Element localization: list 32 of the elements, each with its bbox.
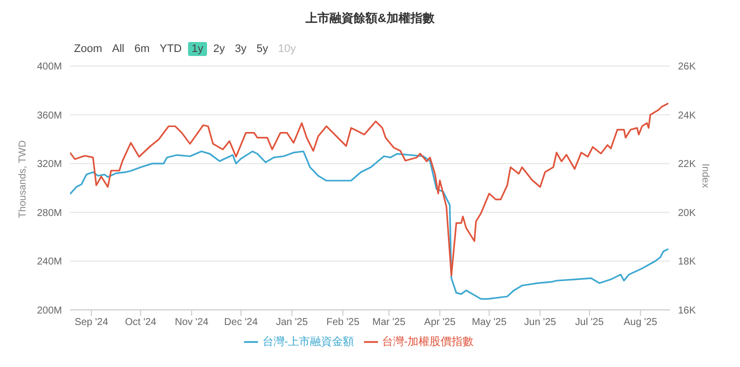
y2-axis-title: Index — [699, 163, 710, 188]
x-tick-label: Jun '25 — [524, 317, 557, 328]
y2-tick-label: 24K — [678, 110, 696, 122]
x-tick-label: Mar '25 — [372, 317, 406, 328]
y-tick-label: 320M — [36, 159, 62, 170]
line-series — [70, 150, 670, 300]
chart-title: 上市融資餘額&加權指數 — [304, 10, 436, 27]
x-tick-label: May '25 — [472, 317, 507, 328]
y-axis-title: Thousands, TWD — [18, 140, 29, 218]
legend-label: 台灣-加權股價指數 — [382, 336, 474, 348]
y-tick-label: 200M — [36, 305, 62, 316]
y-tick-label: 280M — [36, 208, 62, 219]
x-tick-label: Aug '25 — [624, 317, 658, 328]
y-tick-label: 240M — [36, 256, 62, 268]
x-tick-label: Apr '25 — [424, 317, 456, 328]
x-tick-label: Jul '25 — [575, 317, 604, 328]
line-series — [70, 102, 670, 276]
x-tick-label: Dec '24 — [224, 317, 258, 328]
y2-tick-label: 16K — [678, 305, 696, 316]
range-selector: Zoom All 6m YTD 1y 2y 3y 5y 10y — [73, 42, 297, 56]
legend-label: 台灣-上市融資金額 — [262, 336, 354, 348]
y2-tick-label: 22K — [678, 159, 696, 170]
y-tick-label: 360M — [36, 110, 62, 122]
y2-tick-label: 26K — [678, 62, 696, 73]
x-tick-label: Sep '24 — [74, 317, 109, 328]
y-tick-label: 400M — [36, 62, 62, 73]
x-tick-label: Feb '25 — [326, 317, 360, 328]
y2-tick-label: 18K — [678, 256, 696, 268]
x-tick-label: Jan '25 — [276, 317, 308, 328]
y2-tick-label: 20K — [678, 208, 696, 219]
x-tick-label: Oct '24 — [124, 317, 157, 328]
x-tick-label: Nov '24 — [174, 317, 209, 328]
